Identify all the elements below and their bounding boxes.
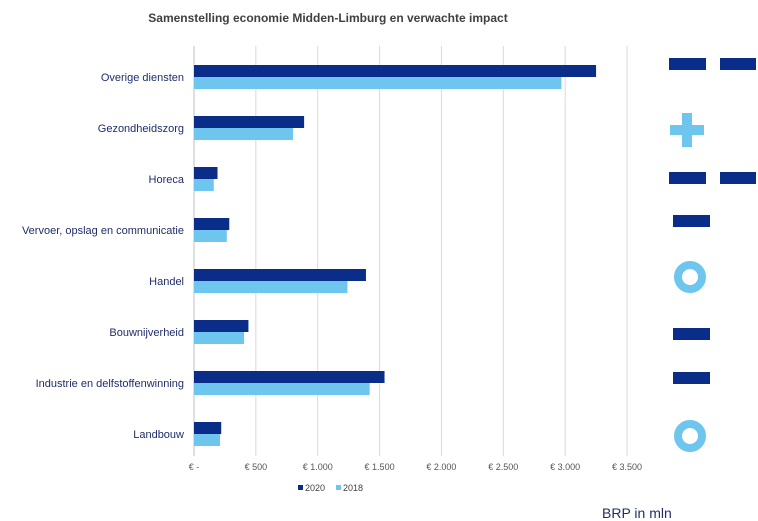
impact-markers (669, 58, 756, 452)
minus-icon (673, 215, 710, 227)
tick-label: € - (189, 462, 200, 472)
bar-2020 (194, 167, 218, 179)
plus-icon (670, 113, 704, 147)
minus-icon (669, 58, 706, 70)
minus-icon (673, 328, 710, 340)
category-label: Vervoer, opslag en communicatie (22, 225, 184, 237)
category-label: Handel (149, 276, 184, 288)
minus-icon (673, 372, 710, 384)
bar-2020 (194, 320, 249, 332)
tick-label: € 3.500 (612, 462, 642, 472)
bar-2018 (194, 179, 214, 191)
bar-2018 (194, 332, 245, 344)
category-labels: Overige diensten Gezondheidszorg Horeca Ver… (22, 72, 185, 441)
legend: 2020 2018 (298, 483, 363, 493)
tick-label: € 500 (245, 462, 268, 472)
category-label: Horeca (149, 174, 185, 186)
category-label: Bouwnijverheid (109, 327, 184, 339)
category-label: Gezondheidszorg (98, 123, 184, 135)
legend-label: 2020 (305, 483, 325, 493)
bar-2018 (194, 77, 562, 89)
category-label: Overige diensten (101, 72, 184, 84)
bar-2020 (194, 116, 305, 128)
category-label: Industrie en delfstoffenwinning (36, 378, 184, 390)
bar-2020 (194, 371, 385, 383)
x-axis-ticks: € - € 500 € 1.000 € 1.500 € 2.000 € 2.500 € 3.… (189, 462, 642, 472)
tick-label: € 1.000 (303, 462, 333, 472)
legend-swatch-2020 (298, 485, 303, 490)
circle-icon (674, 420, 706, 452)
minus-icon (720, 58, 756, 70)
grid (193, 46, 628, 456)
unit-note: BRP in mln (602, 505, 672, 521)
bar-2020 (194, 269, 366, 281)
bar-2018 (194, 230, 227, 242)
bar-2020 (194, 422, 222, 434)
bar-2018 (194, 128, 293, 140)
chart-title: Samenstelling economie Midden-Limburg en… (148, 11, 507, 25)
tick-label: € 2.000 (426, 462, 456, 472)
tick-label: € 2.500 (488, 462, 518, 472)
bars (194, 65, 597, 446)
bar-2018 (194, 434, 220, 446)
legend-swatch-2018 (336, 485, 341, 490)
minus-icon (720, 172, 756, 184)
category-label: Landbouw (133, 429, 184, 441)
bar-2018 (194, 281, 348, 293)
tick-label: € 1.500 (365, 462, 395, 472)
tick-label: € 3.000 (550, 462, 580, 472)
bar-2020 (194, 218, 230, 230)
bar-2020 (194, 65, 597, 77)
bar-2018 (194, 383, 370, 395)
legend-label: 2018 (343, 483, 363, 493)
circle-icon (674, 261, 706, 293)
minus-icon (669, 172, 706, 184)
